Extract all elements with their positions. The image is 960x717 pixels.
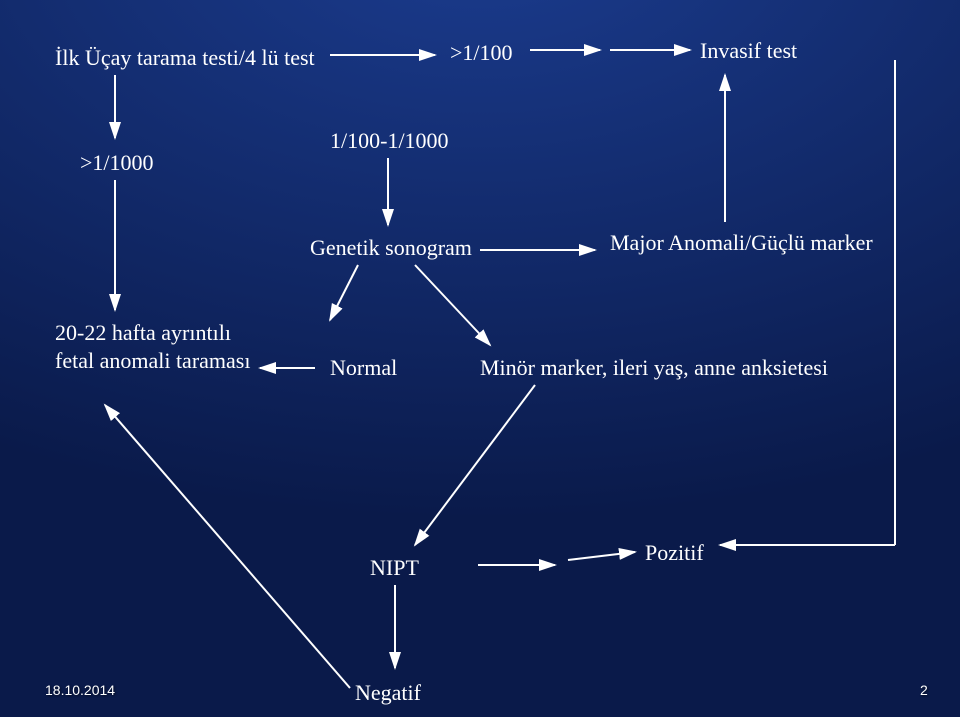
edge-6 [330, 265, 358, 320]
slide-canvas: İlk Üçay tarama testi/4 lü test >1/100 Inv… [0, 0, 960, 717]
node-minor: Minör marker, ileri yaş, anne anksietesi [480, 355, 828, 381]
edge-13 [568, 552, 635, 560]
node-genetik: Genetik sonogram [310, 235, 472, 261]
node-range: 1/100-1/1000 [330, 128, 449, 154]
node-negatif: Negatif [355, 680, 421, 706]
node-nipt: NIPT [370, 555, 419, 581]
node-major: Major Anomali/Güçlü marker [610, 230, 873, 256]
node-hafta1: 20-22 hafta ayrıntılı [55, 320, 231, 346]
footer-page: 2 [920, 682, 928, 698]
edge-11 [415, 385, 535, 545]
node-pozitif: Pozitif [645, 540, 704, 566]
edge-15 [105, 405, 350, 688]
node-ilk: İlk Üçay tarama testi/4 lü test [55, 45, 315, 71]
node-invasif: Invasif test [700, 38, 797, 64]
footer-date: 18.10.2014 [45, 682, 115, 698]
edge-7 [415, 265, 490, 345]
node-normal: Normal [330, 355, 397, 381]
node-hafta2: fetal anomali taraması [55, 348, 250, 374]
node-over100: >1/100 [450, 40, 513, 66]
node-over1000: >1/1000 [80, 150, 154, 176]
